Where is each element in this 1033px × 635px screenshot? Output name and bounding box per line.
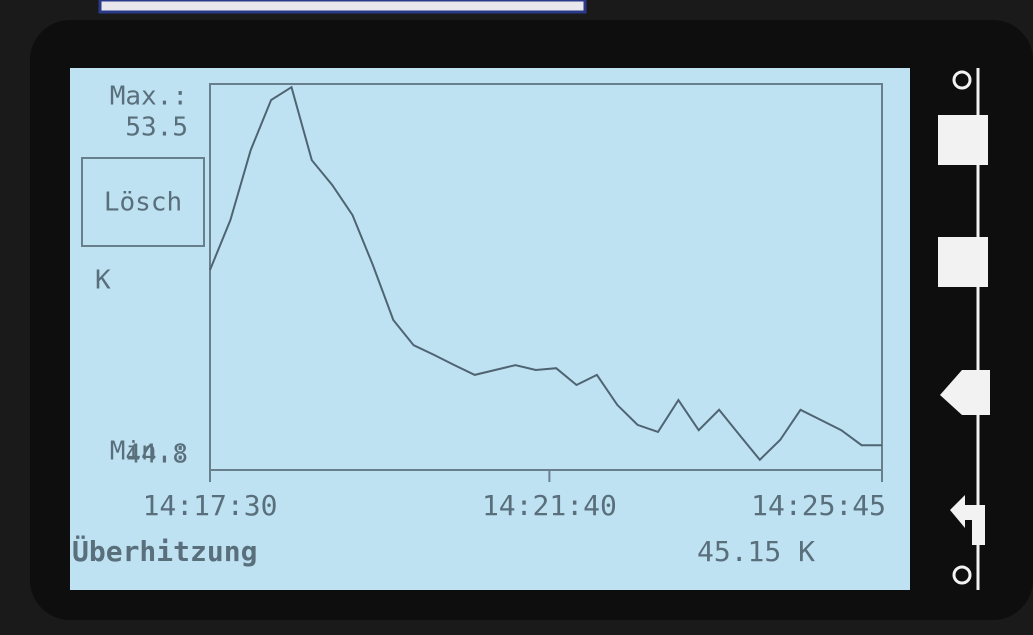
- y-min-label: 44.8: [125, 440, 188, 470]
- x-tick-label: 14:21:40: [482, 489, 617, 522]
- clear-label[interactable]: Lösch: [104, 188, 182, 218]
- device: Max.: Min.: Lösch K Überhitzung 45.15 K …: [0, 0, 1033, 635]
- y-max-label: 53.5: [125, 113, 188, 143]
- top-strip: [100, 0, 585, 12]
- x-tick-label: 14:17:30: [143, 489, 278, 522]
- reading: 45.15 K: [697, 535, 815, 568]
- enter-key[interactable]: [938, 115, 988, 165]
- unit-label: K: [95, 266, 111, 296]
- page: {"chart_data": {"type": "line", "title":…: [0, 0, 1033, 635]
- chart-title: Überhitzung: [72, 534, 257, 568]
- max-label: Max.:: [110, 82, 188, 112]
- menu-key[interactable]: [938, 237, 988, 287]
- x-tick-label: 14:25:45: [751, 489, 886, 522]
